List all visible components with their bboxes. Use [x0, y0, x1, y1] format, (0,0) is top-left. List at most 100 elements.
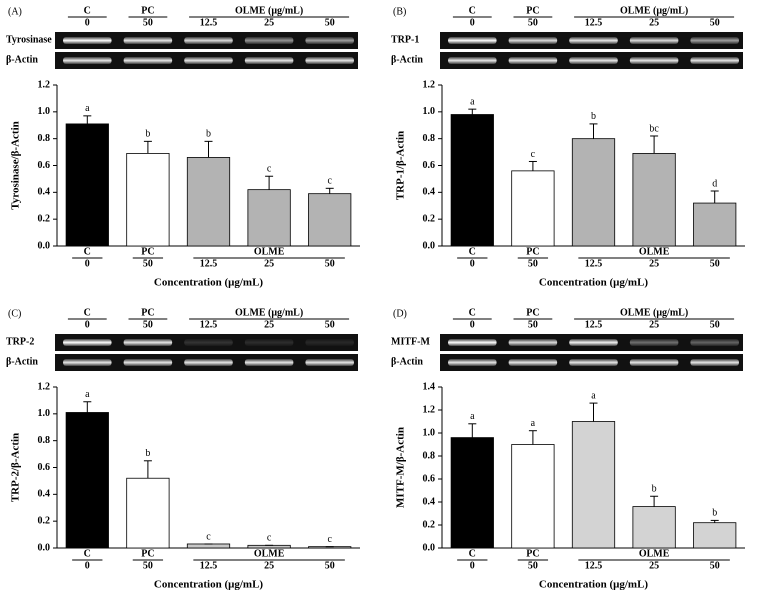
blot-band	[629, 37, 679, 44]
x-group-label: C	[469, 246, 476, 257]
bar	[632, 153, 676, 247]
blot-band	[123, 37, 173, 44]
y-tick-label: 0.4	[423, 496, 436, 507]
blot-band	[305, 339, 354, 346]
bar	[693, 202, 737, 247]
panel: (B) C PC OLME (μg/mL) 0 50 12.5 25 50 TRP-1 β-Acti…	[391, 5, 745, 289]
bar	[308, 193, 352, 247]
blot-band	[184, 359, 233, 366]
bar	[450, 437, 494, 549]
blot-band	[448, 359, 497, 366]
x-group-label: C	[84, 548, 91, 559]
blot-dose-label: 25	[264, 17, 274, 28]
y-axis-label: Tyrosinase/β-Actin	[10, 121, 22, 210]
blot-group-label: OLME (μg/mL)	[620, 5, 688, 16]
blot-group-label: C	[469, 5, 476, 16]
blot-band	[244, 37, 294, 44]
blot-band	[244, 359, 294, 366]
y-tick-label: 1.0	[423, 427, 436, 438]
x-tick-label: 0	[470, 560, 475, 571]
x-tick-label: 25	[264, 560, 274, 571]
blot-group-label: PC	[141, 5, 154, 16]
bar	[571, 138, 616, 247]
blot-dose-label: 12.5	[585, 319, 603, 330]
blot-dose-label: 0	[85, 319, 90, 330]
blot-dose-label: 50	[710, 17, 720, 28]
blot-dose-label: 50	[528, 319, 538, 330]
x-tick-label: 0	[470, 258, 475, 269]
panel-label: (C)	[8, 308, 21, 319]
blot-group-label: PC	[526, 5, 539, 16]
y-tick-label: 1.2	[38, 79, 51, 90]
panel: (D) C PC OLME (μg/mL) 0 50 12.5 25 50 MITF-M β-Act…	[391, 307, 745, 591]
blot-row-label: β-Actin	[391, 356, 423, 367]
panel-label: (D)	[393, 308, 407, 319]
blot-row-label: TRP-2	[6, 336, 34, 347]
blot-band	[629, 359, 679, 366]
x-tick-label: 50	[143, 258, 153, 269]
y-tick-label: 0.4	[38, 187, 51, 198]
blot-group-label: C	[84, 5, 91, 16]
x-tick-label: 12.5	[585, 560, 603, 571]
y-axis-label: TRP-2/β-Actin	[10, 433, 22, 502]
blot-group-label: OLME (μg/mL)	[235, 5, 303, 16]
y-tick-label: 0.6	[38, 160, 51, 171]
blot-band	[508, 37, 558, 44]
significance-letter: c	[267, 533, 272, 544]
blot-band	[63, 339, 112, 346]
x-group-label: C	[84, 246, 91, 257]
y-tick-label: 0.0	[38, 542, 51, 553]
blot-band	[244, 57, 294, 64]
blot-band	[123, 339, 173, 346]
y-tick-label: 1.4	[423, 381, 436, 392]
y-tick-label: 1.2	[423, 79, 436, 90]
blot-group-label: OLME (μg/mL)	[620, 307, 688, 318]
blot-band	[63, 37, 112, 44]
blot-band	[508, 359, 558, 366]
y-tick-label: 1.2	[423, 404, 436, 415]
blot-dose-label: 25	[649, 319, 659, 330]
panel: (A) C PC OLME (μg/mL) 0 50 12.5 25 50 Tyrosinase β…	[6, 5, 360, 289]
significance-letter: a	[531, 418, 536, 429]
blot-band	[569, 57, 618, 64]
blot-band	[448, 57, 497, 64]
blot-band	[63, 359, 112, 366]
x-tick-label: 50	[528, 258, 538, 269]
blot-row-label: TRP-1	[391, 34, 419, 45]
y-axis-label: TRP-1/β-Actin	[395, 131, 407, 200]
blot-row-label: MITF-M	[391, 336, 430, 347]
bar	[65, 123, 109, 247]
blot-band	[690, 339, 739, 346]
y-tick-label: 0.0	[423, 542, 436, 553]
y-tick-label: 0.8	[38, 133, 51, 144]
y-tick-label: 0.8	[423, 450, 436, 461]
blot-band	[569, 359, 618, 366]
x-tick-label: 25	[264, 258, 274, 269]
blot-dose-label: 50	[325, 319, 335, 330]
blot-band	[184, 339, 233, 346]
y-tick-label: 0.2	[423, 519, 436, 530]
bar	[571, 421, 616, 549]
bar	[693, 522, 737, 549]
y-tick-label: 1.2	[38, 381, 51, 392]
significance-letter: b	[652, 484, 657, 495]
significance-letter: bc	[649, 123, 659, 134]
y-tick-label: 0.6	[38, 462, 51, 473]
blot-group-label: PC	[141, 307, 154, 318]
blot-band	[629, 57, 679, 64]
x-group-label: OLME	[254, 246, 285, 257]
blot-dose-label: 0	[470, 319, 475, 330]
blot-band	[629, 339, 679, 346]
blot-dose-label: 0	[470, 17, 475, 28]
x-group-label: OLME	[639, 246, 670, 257]
significance-letter: b	[712, 508, 717, 519]
blot-band	[123, 359, 173, 366]
significance-letter: c	[531, 149, 536, 160]
x-tick-label: 50	[710, 258, 720, 269]
x-group-label: C	[469, 548, 476, 559]
blot-dose-label: 50	[143, 319, 153, 330]
bar	[632, 506, 676, 549]
y-axis-label: MITF-M/β-Actin	[395, 427, 407, 508]
blot-row-label: β-Actin	[391, 54, 423, 65]
blot-band	[184, 57, 233, 64]
